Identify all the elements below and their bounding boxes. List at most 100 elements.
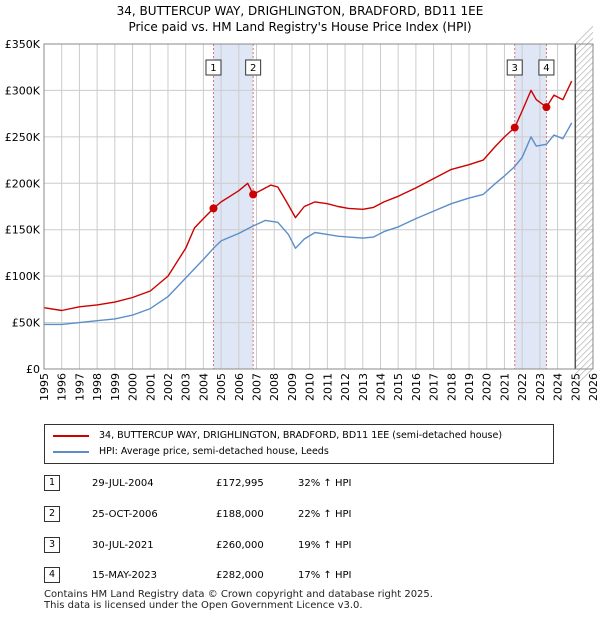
forecast-hatch-line bbox=[575, 26, 594, 45]
x-tick-label: 2011 bbox=[321, 373, 334, 401]
x-tick-label: 2003 bbox=[180, 373, 193, 401]
forecast-hatch-line bbox=[575, 320, 594, 339]
legend-entry-hpi: HPI: Average price, semi-detached house,… bbox=[53, 444, 329, 460]
forecast-hatch-line bbox=[575, 302, 594, 321]
transaction-number: 4 bbox=[44, 567, 60, 583]
shaded-period bbox=[213, 44, 254, 369]
transaction-price: £188,000 bbox=[216, 509, 264, 520]
x-tick-label: 2016 bbox=[410, 373, 423, 401]
hpi-line bbox=[44, 122, 573, 326]
forecast-hatch-line bbox=[575, 236, 594, 255]
forecast-hatch-line bbox=[575, 218, 594, 237]
forecast-hatch-line bbox=[575, 356, 594, 375]
transaction-hpi-diff: 19% ↑ HPI bbox=[298, 540, 352, 551]
forecast-hatch-line bbox=[575, 326, 594, 345]
forecast-hatch-line bbox=[575, 98, 594, 117]
transaction-date: 25-OCT-2006 bbox=[92, 509, 158, 520]
property-price-line bbox=[43, 80, 573, 312]
sale-point bbox=[249, 190, 258, 199]
y-tick-label: £200K bbox=[5, 177, 41, 190]
x-tick-label: 2012 bbox=[339, 373, 352, 401]
sale-point bbox=[542, 103, 551, 112]
transaction-number: 3 bbox=[44, 537, 60, 553]
forecast-region bbox=[575, 26, 594, 387]
x-tick-label: 2005 bbox=[215, 373, 228, 401]
x-tick-label: 2022 bbox=[516, 373, 529, 401]
x-tick-label: 2024 bbox=[552, 373, 565, 401]
table-row: 3 30-JUL-2021 £260,000 19% ↑ HPI bbox=[44, 537, 564, 555]
forecast-hatch-line bbox=[575, 284, 594, 303]
x-tick-label: 1995 bbox=[38, 373, 51, 401]
attribution-line-1: Contains HM Land Registry data © Crown c… bbox=[44, 589, 433, 600]
transaction-number: 2 bbox=[44, 506, 60, 522]
title-subtitle: Price paid vs. HM Land Registry's House … bbox=[128, 20, 472, 34]
x-tick-label: 2023 bbox=[534, 373, 547, 401]
transaction-hpi-diff: 22% ↑ HPI bbox=[298, 509, 352, 520]
attribution-line-2: This data is licensed under the Open Gov… bbox=[44, 600, 363, 611]
x-tick-label: 2017 bbox=[428, 373, 441, 401]
transaction-date: 15-MAY-2023 bbox=[92, 570, 158, 581]
table-row: 2 25-OCT-2006 £188,000 22% ↑ HPI bbox=[44, 506, 564, 524]
x-tick-label: 2015 bbox=[392, 373, 405, 401]
transaction-date: 30-JUL-2021 bbox=[92, 540, 154, 551]
forecast-hatch-line bbox=[575, 308, 594, 327]
table-row: 4 15-MAY-2023 £282,000 17% ↑ HPI bbox=[44, 567, 564, 585]
forecast-hatch-line bbox=[575, 176, 594, 195]
forecast-hatch-line bbox=[575, 206, 594, 225]
forecast-hatch-line bbox=[575, 74, 594, 93]
sale-number-label: 4 bbox=[543, 63, 549, 74]
x-tick-label: 2006 bbox=[233, 373, 246, 401]
x-tick-label: 2010 bbox=[304, 373, 317, 401]
title-address: 34, BUTTERCUP WAY, DRIGHLINGTON, BRADFOR… bbox=[116, 4, 484, 18]
forecast-hatch-line bbox=[575, 68, 594, 87]
legend-label-hpi: HPI: Average price, semi-detached house,… bbox=[99, 446, 329, 457]
x-tick-label: 2001 bbox=[144, 373, 157, 401]
forecast-hatch-line bbox=[575, 254, 594, 273]
forecast-hatch-line bbox=[575, 314, 594, 333]
forecast-hatch-line bbox=[575, 338, 594, 357]
forecast-hatch-line bbox=[575, 80, 594, 99]
forecast-hatch-line bbox=[575, 242, 594, 261]
forecast-hatch-line bbox=[575, 278, 594, 297]
transaction-hpi-diff: 17% ↑ HPI bbox=[298, 570, 352, 581]
x-tick-label: 2021 bbox=[498, 373, 511, 401]
x-tick-label: 2019 bbox=[463, 373, 476, 401]
sale-number-box bbox=[245, 59, 262, 76]
forecast-hatch-line bbox=[575, 164, 594, 183]
legend-swatch-property bbox=[53, 434, 89, 437]
forecast-hatch-line bbox=[575, 362, 594, 381]
forecast-hatch-line bbox=[575, 182, 594, 201]
y-tick-label: £0 bbox=[26, 363, 40, 376]
y-tick-label: £50K bbox=[12, 317, 41, 330]
forecast-hatch-line bbox=[575, 344, 594, 363]
price-chart: £0 £50K £100K £150K £200K £250K £300K £350K 1995… bbox=[5, 26, 600, 401]
forecast-hatch-line bbox=[575, 230, 594, 249]
x-tick-label: 2004 bbox=[197, 373, 210, 401]
x-tick-label: 2020 bbox=[481, 373, 494, 401]
forecast-hatch-line bbox=[575, 212, 594, 231]
forecast-hatch-line bbox=[575, 32, 594, 51]
forecast-hatch-line bbox=[575, 200, 594, 219]
forecast-hatch-line bbox=[575, 146, 594, 165]
sale-number-label: 2 bbox=[250, 63, 256, 74]
x-tick-label: 2000 bbox=[127, 373, 140, 401]
forecast-hatch-line bbox=[575, 224, 594, 243]
forecast-hatch-line bbox=[575, 122, 594, 141]
forecast-hatch-line bbox=[575, 170, 594, 189]
chart-legend: 34, BUTTERCUP WAY, DRIGHLINGTON, BRADFOR… bbox=[44, 424, 554, 464]
forecast-hatch-line bbox=[575, 158, 594, 177]
x-tick-label: 2009 bbox=[286, 373, 299, 401]
sale-number-label: 1 bbox=[210, 63, 216, 74]
forecast-hatch-line bbox=[575, 152, 594, 171]
sale-point bbox=[209, 204, 218, 213]
y-tick-label: £350K bbox=[5, 38, 41, 51]
forecast-hatch-line bbox=[575, 134, 594, 153]
legend-label-property: 34, BUTTERCUP WAY, DRIGHLINGTON, BRADFOR… bbox=[99, 430, 503, 441]
x-tick-label: 2002 bbox=[162, 373, 175, 401]
forecast-hatch-line bbox=[575, 110, 594, 129]
x-tick-label: 2014 bbox=[374, 373, 387, 401]
forecast-hatch-line bbox=[575, 332, 594, 351]
sale-number-box bbox=[205, 59, 222, 76]
forecast-hatch-line bbox=[575, 260, 594, 279]
transaction-price: £282,000 bbox=[216, 570, 264, 581]
